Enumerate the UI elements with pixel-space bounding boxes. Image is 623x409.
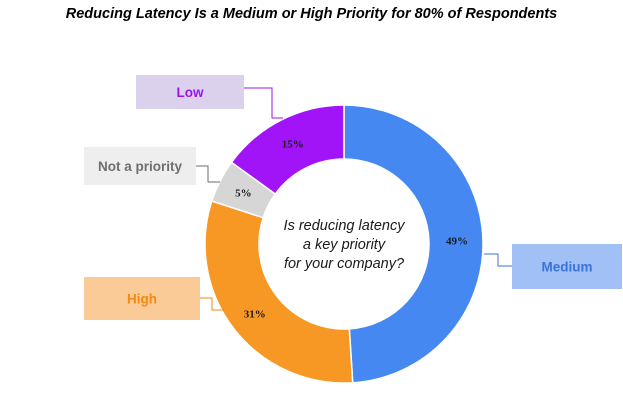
slice-medium xyxy=(343,104,484,384)
callout-box-not-a-priority xyxy=(84,147,196,185)
callout-leader-not-a-priority xyxy=(196,165,220,183)
callout-box-low xyxy=(136,75,244,109)
callout-label-low: Low xyxy=(177,85,204,100)
slice-value-not-a-priority: 5% xyxy=(235,188,252,200)
callout-label-high: High xyxy=(127,292,157,307)
callout-leader-low xyxy=(244,87,283,119)
center-text-line: for your company? xyxy=(284,256,405,272)
slice-low xyxy=(230,104,345,196)
category-callouts: Medium High Not a priority Low xyxy=(84,75,622,320)
center-text-line: a key priority xyxy=(303,237,386,253)
callout-label-medium: Medium xyxy=(541,260,592,275)
callout-leader-high xyxy=(200,297,224,311)
slice-value-medium: 49% xyxy=(446,235,468,247)
callout-box-medium xyxy=(512,244,622,289)
callout-leader-medium xyxy=(484,253,512,267)
callout-label-not-a-priority: Not a priority xyxy=(98,159,182,174)
slice-high xyxy=(204,200,354,384)
slice-value-labels: 49% 31% 5% 15% xyxy=(235,138,468,320)
callout-box-high xyxy=(84,277,200,320)
slice-value-low: 15% xyxy=(282,138,304,150)
center-question: Is reducing latency a key priority for you… xyxy=(284,218,406,272)
center-text-line: Is reducing latency xyxy=(284,218,406,234)
chart-title: Reducing Latency Is a Medium or High Pri… xyxy=(65,6,558,22)
slice-value-high: 31% xyxy=(244,308,266,320)
donut-slices xyxy=(204,104,484,384)
